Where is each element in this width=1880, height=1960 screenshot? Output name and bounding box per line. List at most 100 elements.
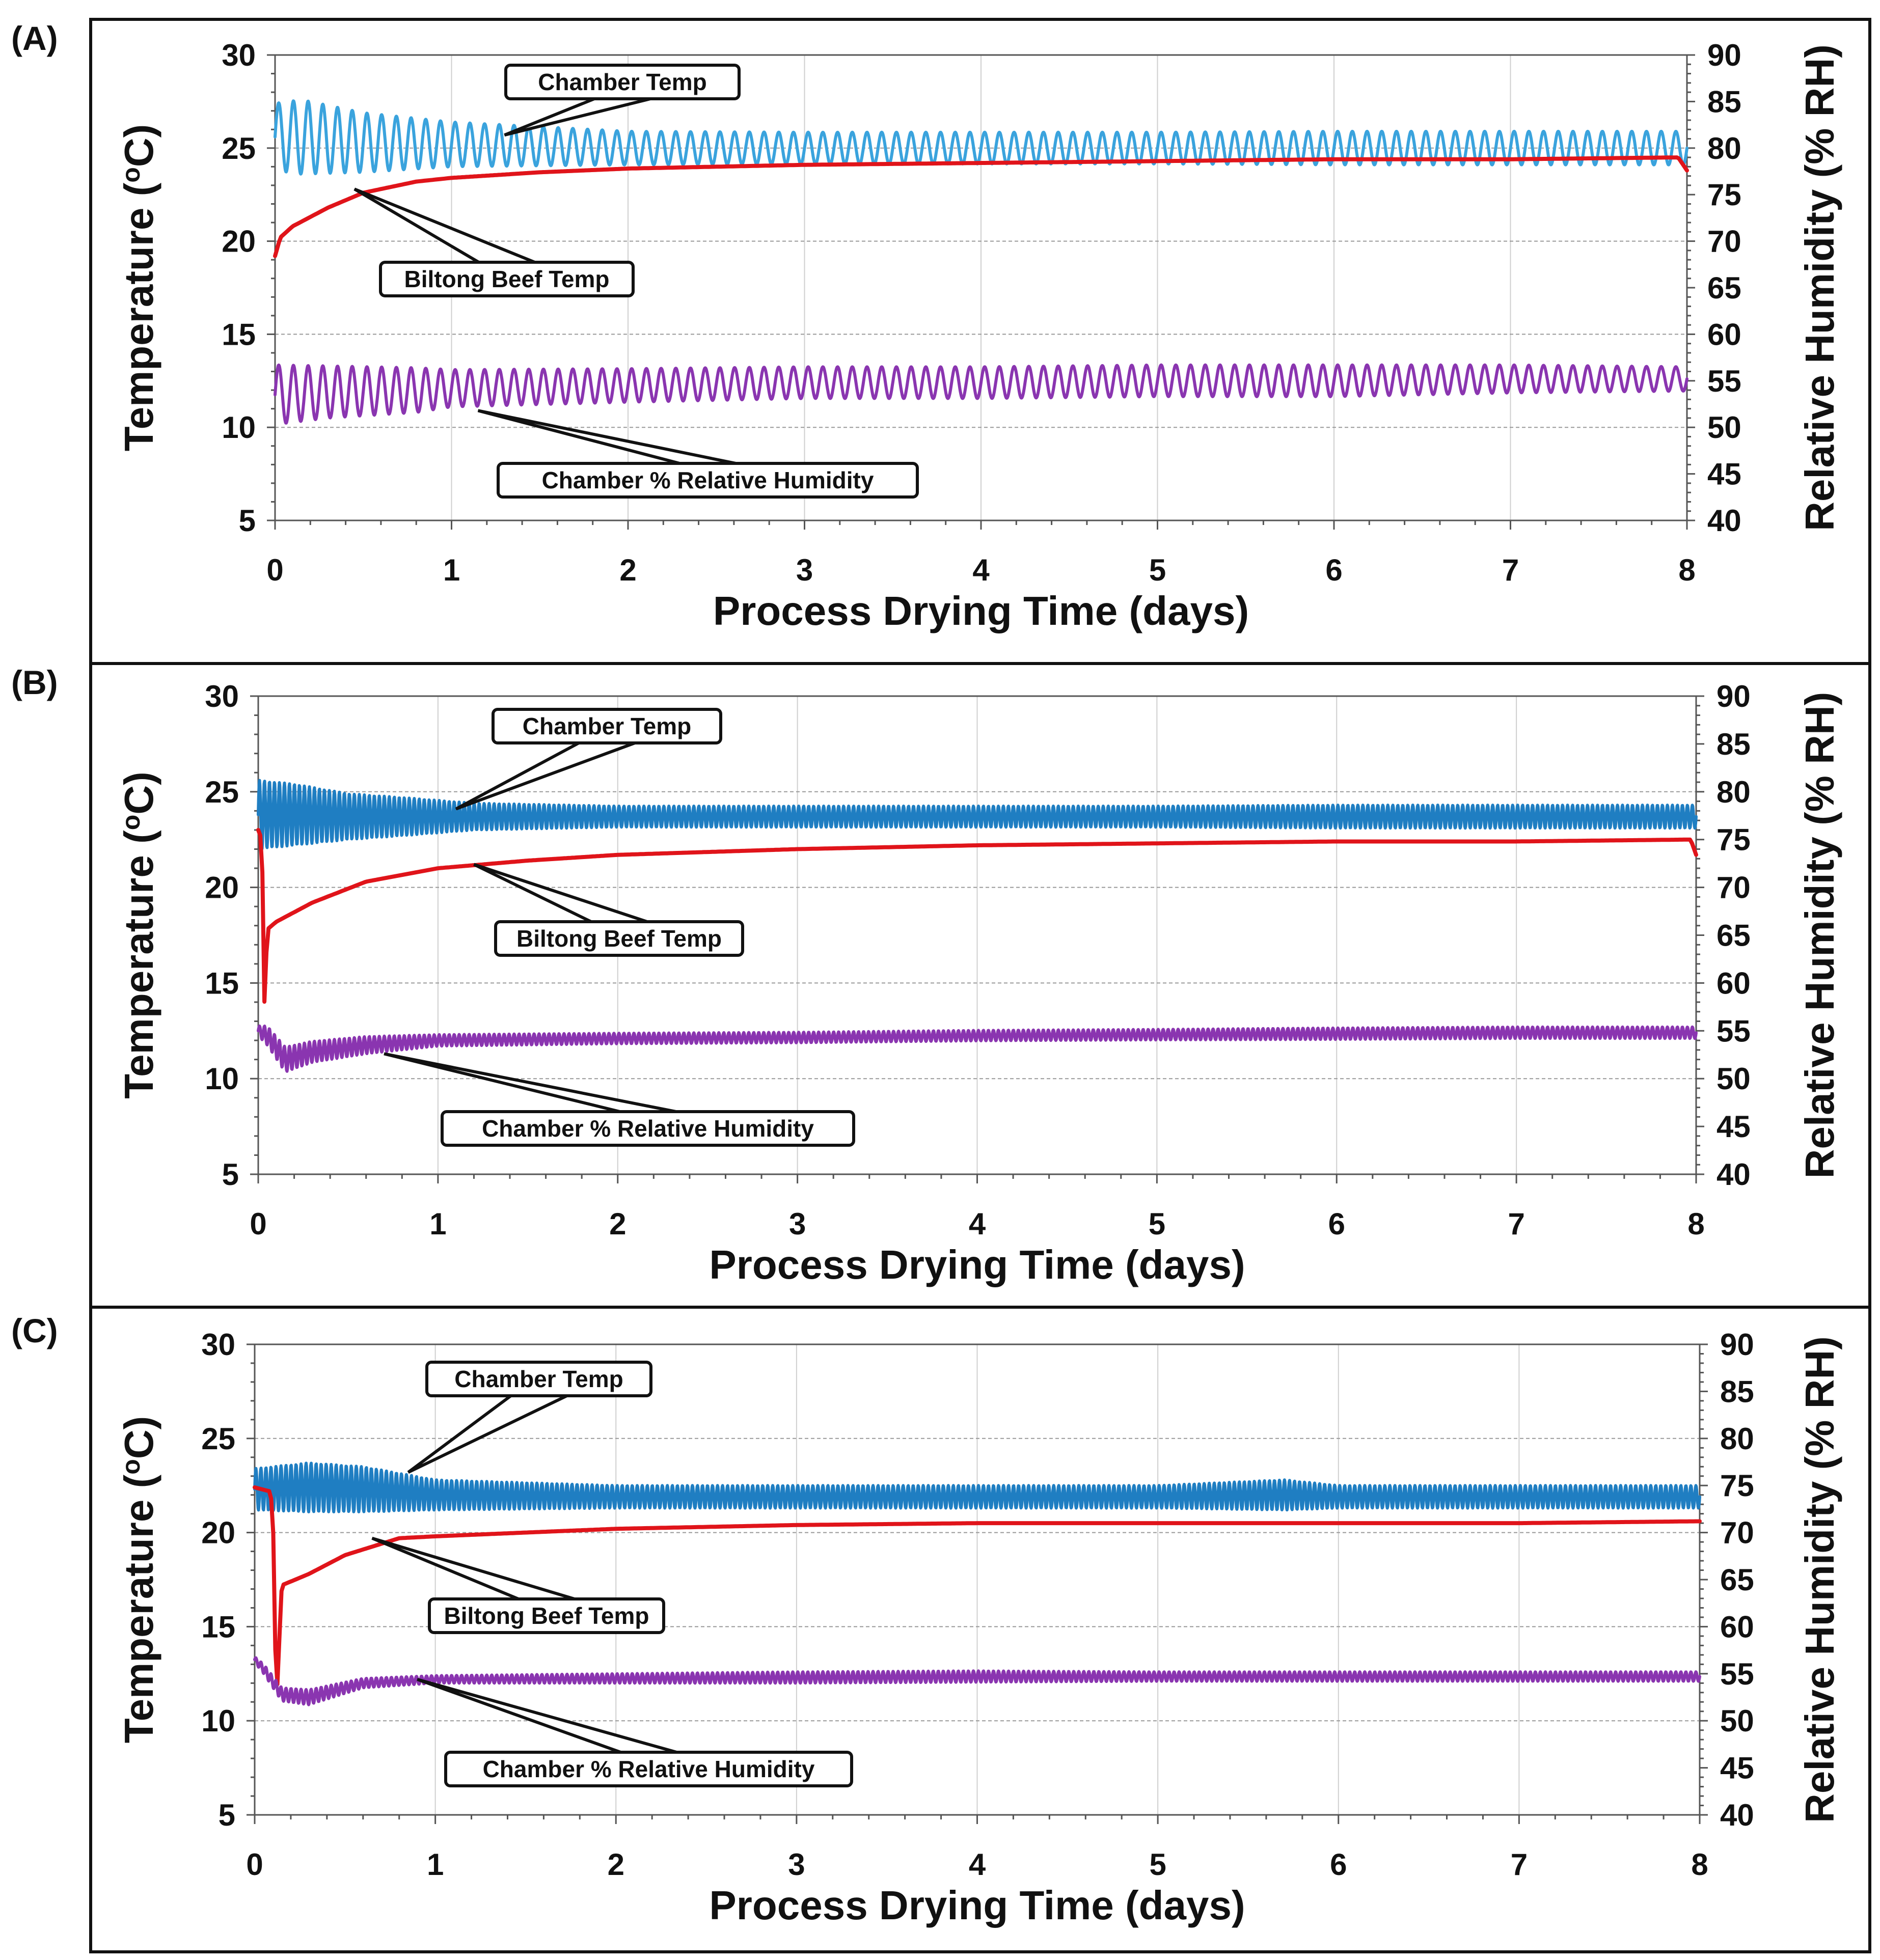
panel-a-y2-tick-label: 65 xyxy=(1707,271,1741,305)
panel-a-x-tick-label: 4 xyxy=(972,553,990,587)
panel-c-x-axis-title: Process Drying Time (days) xyxy=(709,1883,1245,1928)
panel-a-label: (A) xyxy=(11,19,58,57)
panel-c-y2-tick-label: 45 xyxy=(1720,1751,1754,1785)
panel-c-x-tick-label: 6 xyxy=(1330,1847,1347,1882)
panel-c-series-1 xyxy=(253,1485,1702,1687)
panel-a-y-tick-label: 5 xyxy=(239,504,256,538)
panel-a-x-tick-label: 1 xyxy=(443,553,460,587)
panel-b-x-tick-label: 2 xyxy=(609,1207,626,1241)
panel-c-x-tick-label: 1 xyxy=(427,1847,444,1882)
panel-c-y-tick-label: 15 xyxy=(201,1610,235,1644)
panel-b-callout-label: Biltong Beef Temp xyxy=(516,925,722,952)
panel-c-y-tick-label: 20 xyxy=(201,1516,235,1550)
panel-c-y2-tick-label: 50 xyxy=(1720,1704,1754,1738)
panel-b-y-tick-label: 30 xyxy=(205,679,239,713)
panel-c-y2-axis-title: Relative Humidity (% RH) xyxy=(1797,1336,1842,1823)
panel-b-y-tick-label: 20 xyxy=(205,871,239,905)
panel-a-x-tick-label: 8 xyxy=(1678,553,1695,587)
panel-b-x-tick-label: 0 xyxy=(250,1207,266,1241)
panel-c-callout-box xyxy=(428,1597,665,1634)
panel-c-label: (C) xyxy=(11,1312,58,1349)
panel-b-y2-tick-label: 60 xyxy=(1716,966,1751,1000)
panel-b-y2-tick-label: 80 xyxy=(1716,775,1751,809)
panel-b-y2-tick-label: 75 xyxy=(1716,823,1751,857)
panel-a-callout-label: Chamber Temp xyxy=(538,69,706,95)
panel-b-callout-label: Chamber Temp xyxy=(523,713,691,739)
panel-a-callout-box xyxy=(497,462,919,499)
panel-c-y-axis-title-end: C) xyxy=(116,1416,161,1459)
panel-c-frame xyxy=(89,1306,1871,1953)
panel-a-y2-tick-label: 70 xyxy=(1707,225,1741,259)
panel-a-x-tick-label: 5 xyxy=(1149,553,1166,587)
panel-c-callout-pointer xyxy=(371,1536,575,1600)
panel-a-y2-tick-label: 50 xyxy=(1707,410,1741,445)
panel-a-x-tick-label: 6 xyxy=(1325,553,1342,587)
panel-c-y2-tick-label: 80 xyxy=(1720,1422,1754,1456)
panel-a-callout-label: Biltong Beef Temp xyxy=(404,266,610,292)
panel-a-y-axis-title-main: Temperature ( xyxy=(116,182,161,451)
panel-a-x-tick-label: 0 xyxy=(266,553,283,587)
panel-b-y2-tick-label: 85 xyxy=(1716,727,1751,761)
panel-c-y-tick-label: 5 xyxy=(219,1798,235,1832)
panel-a-callout-pointer xyxy=(477,409,737,465)
panel-c-x-tick-label: 5 xyxy=(1149,1847,1166,1882)
panel-b-callout-pointer xyxy=(455,741,636,811)
panel-c-y2-tick-label: 55 xyxy=(1720,1657,1754,1691)
panel-b-y-axis-title: Temperature (oC) xyxy=(116,771,161,1099)
panel-b-y-tick-label: 25 xyxy=(205,775,239,809)
panel-a-y2-tick-label: 90 xyxy=(1707,38,1741,72)
panel-b-label: (B) xyxy=(11,664,58,701)
panel-b-y2-tick-label: 45 xyxy=(1716,1110,1751,1144)
panel-b-x-tick-label: 7 xyxy=(1508,1207,1524,1241)
panel-a-callout-pointer xyxy=(353,187,536,264)
panel-c-y2-tick-label: 75 xyxy=(1720,1469,1754,1503)
panel-a-series-0 xyxy=(274,99,1688,176)
panel-a-x-axis-title: Process Drying Time (days) xyxy=(713,588,1249,633)
panel-b-x-tick-label: 4 xyxy=(969,1207,986,1241)
panel-b-x-tick-label: 5 xyxy=(1149,1207,1165,1241)
panel-a-y-tick-label: 20 xyxy=(222,225,256,259)
panel-b-callout-box xyxy=(441,1110,855,1147)
panel-c-y-axis-title: Temperature (oC) xyxy=(116,1416,161,1744)
panel-b-y-axis-title-main: Temperature ( xyxy=(116,830,161,1099)
panel-a-y2-tick-label: 85 xyxy=(1707,85,1741,119)
panel-c-y2-tick-label: 90 xyxy=(1720,1328,1754,1362)
panel-b-series-2 xyxy=(257,1024,1698,1073)
panel-a-x-tick-label: 7 xyxy=(1502,553,1519,587)
panel-a-y2-tick-label: 80 xyxy=(1707,131,1741,165)
panel-c-y-tick-label: 10 xyxy=(201,1704,235,1738)
panel-b-y2-tick-label: 50 xyxy=(1716,1062,1751,1096)
panel-a-y2-tick-label: 75 xyxy=(1707,178,1741,212)
panel-b-y-tick-label: 15 xyxy=(205,966,239,1000)
panel-b-x-tick-label: 8 xyxy=(1687,1207,1704,1241)
panel-b-callout-box xyxy=(492,708,722,744)
panel-c-x-tick-label: 3 xyxy=(788,1847,805,1882)
panel-a-y-tick-label: 10 xyxy=(222,410,256,445)
panel-a-y2-tick-label: 45 xyxy=(1707,457,1741,491)
panel-b-y-tick-label: 5 xyxy=(222,1157,239,1192)
panel-a-series-2 xyxy=(274,363,1688,425)
panel-b-callout-pointer xyxy=(384,1052,676,1113)
panel-b-y-axis-title-end: C) xyxy=(116,771,161,814)
panel-a-y-axis-title-end: C) xyxy=(116,124,161,167)
panel-c-callout-label: Chamber Temp xyxy=(454,1366,623,1392)
panel-c-callout-pointer xyxy=(407,1394,568,1474)
panel-c-y-tick-label: 30 xyxy=(201,1328,235,1362)
panel-b-series-0 xyxy=(257,779,1698,850)
panel-c-x-tick-label: 0 xyxy=(246,1847,263,1882)
panel-c-x-tick-label: 8 xyxy=(1691,1847,1708,1882)
panel-c-x-tick-label: 7 xyxy=(1511,1847,1528,1882)
panel-b-y-axis-title-sup: o xyxy=(117,815,145,831)
panel-c-callout-box xyxy=(444,1751,853,1787)
panel-b-y2-tick-label: 90 xyxy=(1716,679,1751,713)
panel-c-y-tick-label: 25 xyxy=(201,1422,235,1456)
panel-c-callout-label: Biltong Beef Temp xyxy=(444,1603,649,1629)
panel-c-callout-box xyxy=(425,1361,652,1397)
panel-c-series-0 xyxy=(253,1461,1701,1513)
panel-c-y-axis-title-main: Temperature ( xyxy=(116,1474,161,1743)
panel-c-x-tick-label: 2 xyxy=(608,1847,624,1882)
panel-b-y2-tick-label: 55 xyxy=(1716,1014,1751,1048)
